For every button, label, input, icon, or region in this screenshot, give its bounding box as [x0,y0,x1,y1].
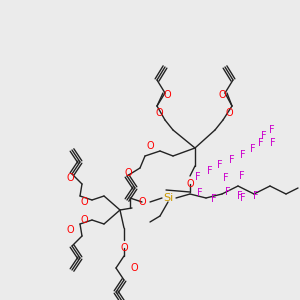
Text: F: F [237,191,243,201]
Text: F: F [239,171,245,181]
Text: O: O [163,90,171,100]
Text: F: F [229,155,235,165]
Text: O: O [124,168,132,178]
Text: F: F [253,191,259,201]
Text: F: F [195,172,201,182]
Text: F: F [240,150,246,160]
Text: F: F [269,125,275,135]
Text: O: O [130,263,138,273]
Text: O: O [186,179,194,189]
Text: O: O [225,108,233,118]
Text: F: F [197,188,203,198]
Text: O: O [66,173,74,183]
Text: O: O [155,108,163,118]
Text: O: O [146,141,154,151]
Text: F: F [223,173,229,183]
Text: O: O [66,225,74,235]
Text: O: O [120,243,128,253]
Text: O: O [80,197,88,207]
Text: Si: Si [163,193,173,203]
Text: F: F [250,144,256,154]
Text: F: F [217,160,223,170]
Text: F: F [211,194,217,204]
Text: F: F [258,138,264,148]
Text: F: F [240,193,246,203]
Text: F: F [261,131,267,141]
Text: F: F [207,166,213,176]
Text: O: O [80,215,88,225]
Text: F: F [270,138,276,148]
Text: F: F [225,187,231,197]
Text: O: O [138,197,146,207]
Text: O: O [218,90,226,100]
